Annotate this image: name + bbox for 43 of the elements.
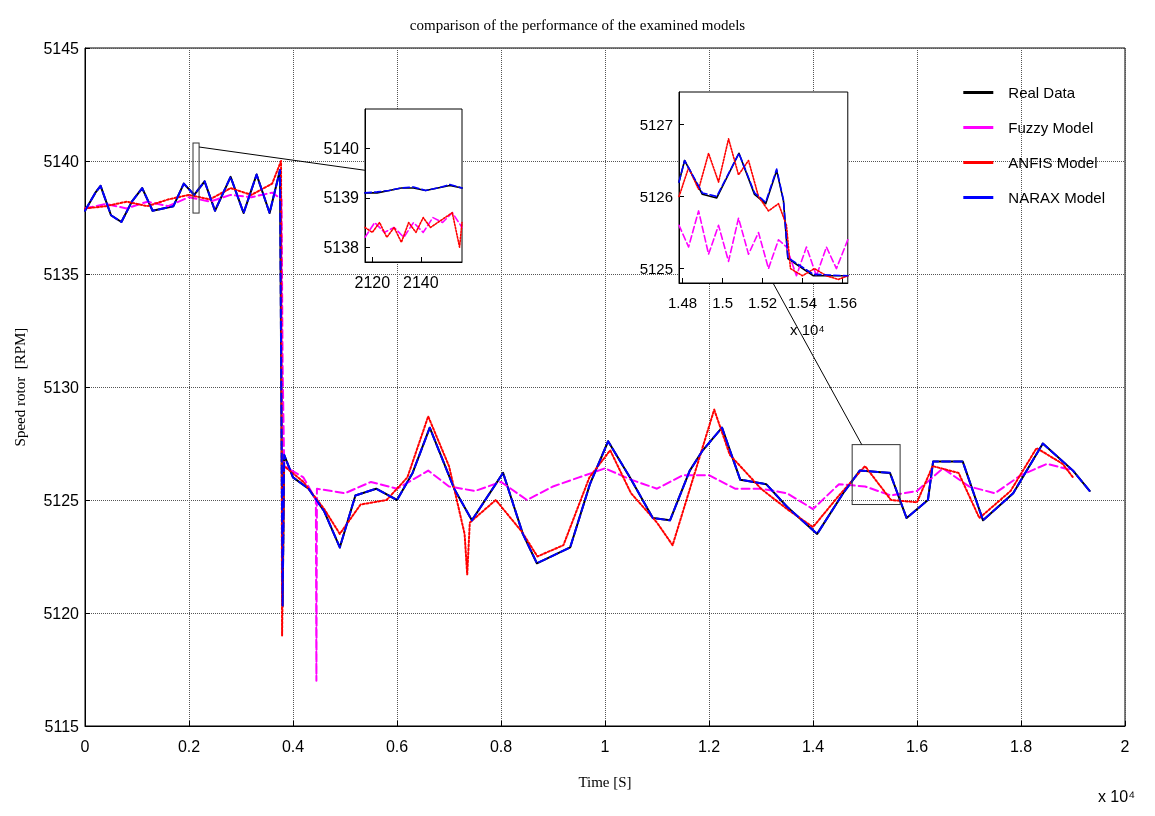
- x-tick-label: 1.8: [1009, 737, 1033, 755]
- x-tick-label: 1.54: [787, 294, 818, 311]
- x-tick-label: 0.6: [385, 737, 409, 755]
- x-axis-title: Time [S]: [578, 773, 632, 790]
- x-tick-label: 1.52: [747, 294, 778, 311]
- x-tick-label: 1.4: [801, 737, 825, 755]
- x-tick-label: 0: [80, 737, 90, 755]
- x-tick-label: 1.6: [905, 737, 929, 755]
- x-tick-label: 0.4: [281, 737, 305, 755]
- y-tick-label: 5140: [323, 139, 360, 157]
- x-tick-label: 1.48: [667, 294, 698, 311]
- x-tick-label: 1.2: [697, 737, 721, 755]
- x-tick-label: 1: [600, 737, 610, 755]
- y-tick-label: 5145: [43, 39, 80, 57]
- y-tick-label: 5120: [43, 604, 80, 622]
- y-tick-label: 5126: [639, 188, 673, 206]
- legend-label: Fuzzy Model: [1008, 119, 1094, 136]
- y-tick-label: 5127: [639, 115, 673, 133]
- x-tick-label: 0.2: [177, 737, 201, 755]
- chart-title: comparison of the performance of the examined models: [409, 16, 746, 33]
- text: x 10⁴: [1097, 787, 1136, 805]
- legend-label: ANFIS Model: [1008, 154, 1098, 171]
- y-tick-label: 5115: [44, 717, 80, 735]
- line-series: [364, 211, 463, 248]
- x-tick-label: 2120: [354, 273, 391, 291]
- y-tick-label: 5125: [639, 260, 673, 278]
- y-tick-label: 5140: [43, 152, 80, 170]
- y-tick-label: 5138: [323, 238, 360, 256]
- y-tick-label: 5135: [43, 265, 80, 283]
- x-tick-label: 2140: [402, 273, 439, 291]
- annotation: x 10⁴: [790, 321, 825, 338]
- x-tick-label: 0.8: [489, 737, 513, 755]
- x-tick-label: 2: [1120, 737, 1130, 755]
- line-series: [364, 211, 463, 239]
- x-tick-label: 1.5: [712, 294, 733, 311]
- legend-label: Real Data: [1008, 84, 1076, 101]
- y-tick-label: 5130: [43, 378, 80, 396]
- y-axis-title: Speed rotor [RPM]: [11, 327, 28, 447]
- x-tick-label: 1.56: [827, 294, 857, 311]
- y-tick-label: 5139: [323, 189, 360, 207]
- legend-label: NARAX Model: [1008, 189, 1105, 206]
- y-tick-label: 5125: [43, 491, 80, 509]
- line-series: [678, 210, 849, 277]
